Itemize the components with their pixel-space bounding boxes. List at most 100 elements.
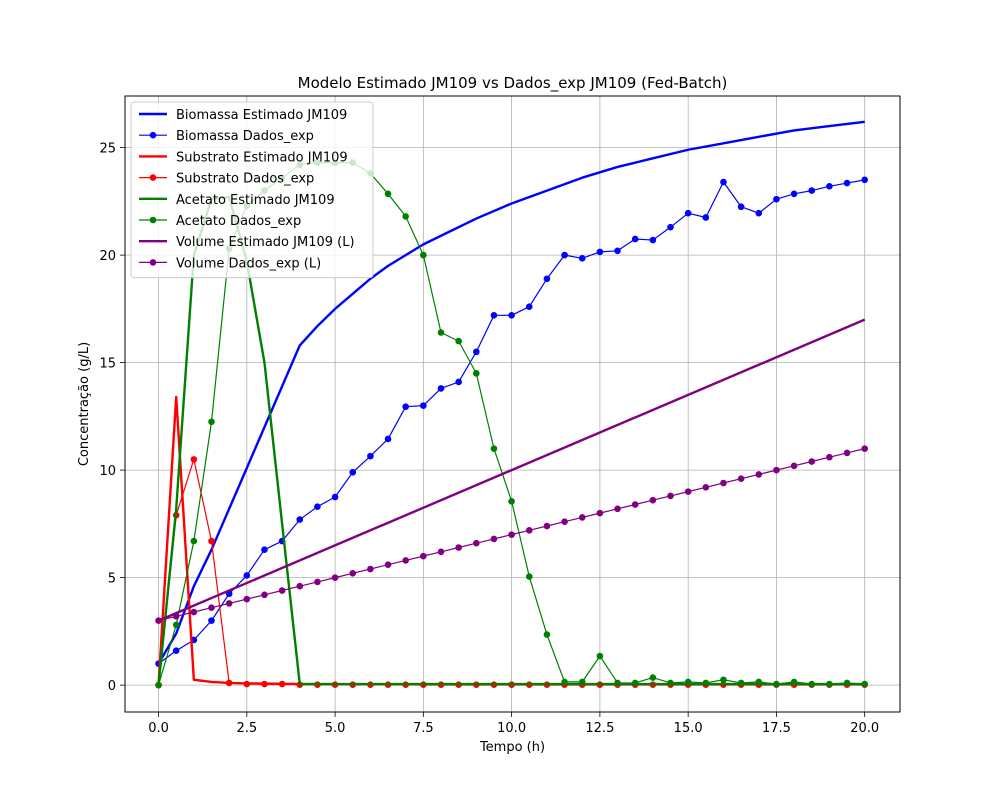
data-point [525,573,533,580]
data-point [384,561,392,569]
x-tick-label: 5.0 [325,721,346,736]
data-point [702,484,710,491]
legend-item: Acetato Dados_exp [139,214,301,229]
data-point [314,578,321,586]
legend-label: Acetato Estimado JM109 [176,193,335,208]
data-point [420,552,427,560]
data-point [755,678,763,686]
y-tick-label: 5 [108,572,116,587]
data-point [773,466,780,474]
data-point [402,557,409,564]
legend-label: Substrato Dados_exp [176,172,314,187]
x-tick-label: 12.5 [585,721,614,736]
data-point [331,493,339,501]
data-point [490,535,498,543]
data-point [296,582,304,590]
legend-item: Biomassa Dados_exp [139,129,314,144]
y-axis-label: Concentração (g/L) [77,342,92,466]
legend-label: Volume Estimado JM109 (L) [176,235,355,250]
data-point [684,678,692,686]
data-point [508,497,515,505]
data-point [543,631,551,638]
data-point [243,595,251,603]
data-point [155,681,162,689]
data-point [172,621,180,629]
data-point [420,251,427,259]
data-point [455,544,462,551]
data-point [314,503,321,510]
data-point [596,652,604,660]
data-point [331,574,339,581]
data-point [808,458,816,465]
data-point [490,445,498,452]
data-point [261,591,268,599]
data-point [349,468,357,476]
data-point [667,679,674,687]
data-point [790,462,798,470]
data-point [543,275,551,283]
data-point [473,370,480,377]
data-point [790,190,798,198]
data-point [508,312,515,319]
data-point [261,546,268,553]
data-point [702,214,710,221]
legend-marker [149,131,157,139]
data-point [649,674,657,681]
data-point [808,680,816,688]
data-point [296,516,304,523]
y-tick-label: 25 [99,142,116,157]
data-point [667,223,674,231]
data-point [367,565,374,573]
data-point [525,303,533,311]
data-point [578,678,586,686]
data-point [684,488,692,495]
data-point [843,679,851,687]
y-tick-label: 10 [99,464,116,479]
legend-label: Substrato Estimado JM109 [176,150,348,165]
data-point [155,617,162,624]
legend-item: Acetato Estimado JM109 [139,193,335,208]
data-point [367,452,374,460]
data-point [261,680,268,688]
data-point [861,680,868,688]
legend-marker [149,174,157,181]
data-point [720,178,727,186]
data-point [737,679,745,687]
y-tick-label: 20 [99,249,116,264]
x-tick-label: 10.0 [497,721,526,736]
data-point [208,418,215,426]
series-line [157,120,865,665]
x-tick-label: 17.5 [762,721,791,736]
data-point [578,514,586,521]
y-tick-label: 15 [99,357,116,372]
data-point [631,501,639,508]
data-point [402,213,409,220]
data-point [208,537,215,545]
data-point [225,600,233,607]
data-point [773,680,780,688]
data-point [773,195,780,203]
data-point [190,608,198,616]
data-point [543,522,551,530]
data-point [384,190,392,198]
data-point [455,378,462,386]
data-point [649,496,657,504]
data-point [614,247,621,255]
data-point [614,679,621,687]
data-point [172,647,180,655]
chart-title: Modelo Estimado JM109 vs Dados_exp JM109… [298,74,728,93]
data-point [225,679,233,687]
data-point [278,680,286,688]
data-point [720,676,727,684]
legend-marker [149,216,157,224]
legend-item: Volume Dados_exp (L) [139,256,321,271]
data-point [525,527,533,534]
series-volume-estimado-jm109-l [158,318,866,622]
legend-item: Volume Estimado JM109 (L) [139,235,355,250]
legend-label: Volume Dados_exp (L) [176,256,321,271]
series-biomassa-estimado-jm109 [157,120,865,665]
data-point [473,539,480,547]
data-point [631,235,639,243]
data-point [843,179,851,187]
